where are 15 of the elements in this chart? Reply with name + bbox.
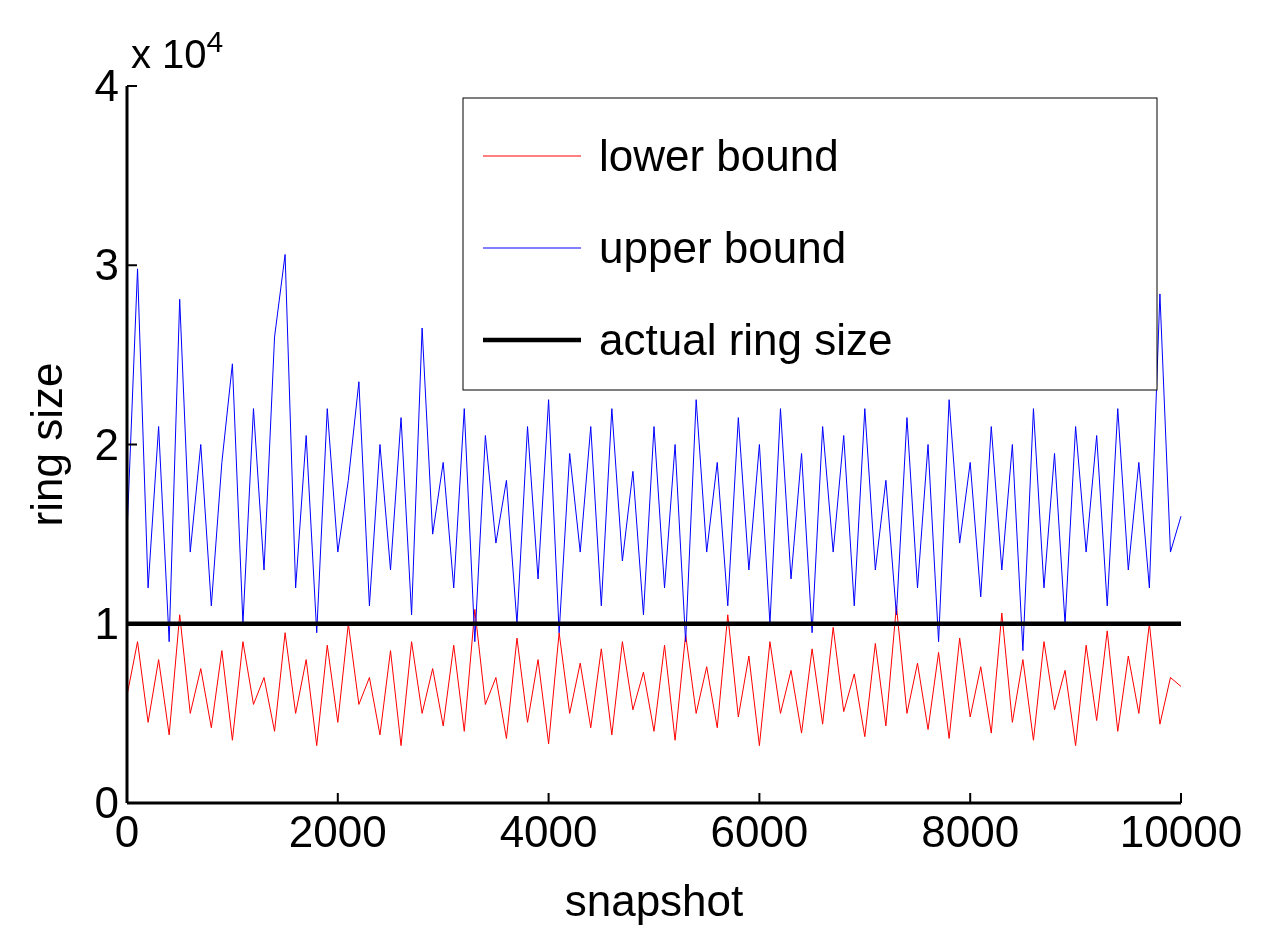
x-tick-label: 4000 — [499, 807, 598, 856]
y-axis-title: ring size — [22, 362, 71, 527]
y-tick-label: 1 — [94, 598, 119, 648]
x-tick-label: 2000 — [288, 807, 387, 856]
x-tick-label: 6000 — [710, 807, 809, 856]
x-tick-label: 8000 — [921, 807, 1020, 856]
legend-label: actual ring size — [599, 315, 893, 364]
x-tick-label: 10000 — [1119, 807, 1243, 856]
legend-label: lower bound — [599, 131, 839, 180]
text: x 10$^{4}$ — [131, 24, 224, 76]
x-axis-title: snapshot — [564, 876, 744, 925]
legend-label: upper bound — [599, 223, 847, 272]
y-tick-label: 3 — [94, 240, 119, 290]
y-tick-label: 4 — [94, 61, 119, 110]
y-tick-label: 2 — [94, 419, 119, 469]
